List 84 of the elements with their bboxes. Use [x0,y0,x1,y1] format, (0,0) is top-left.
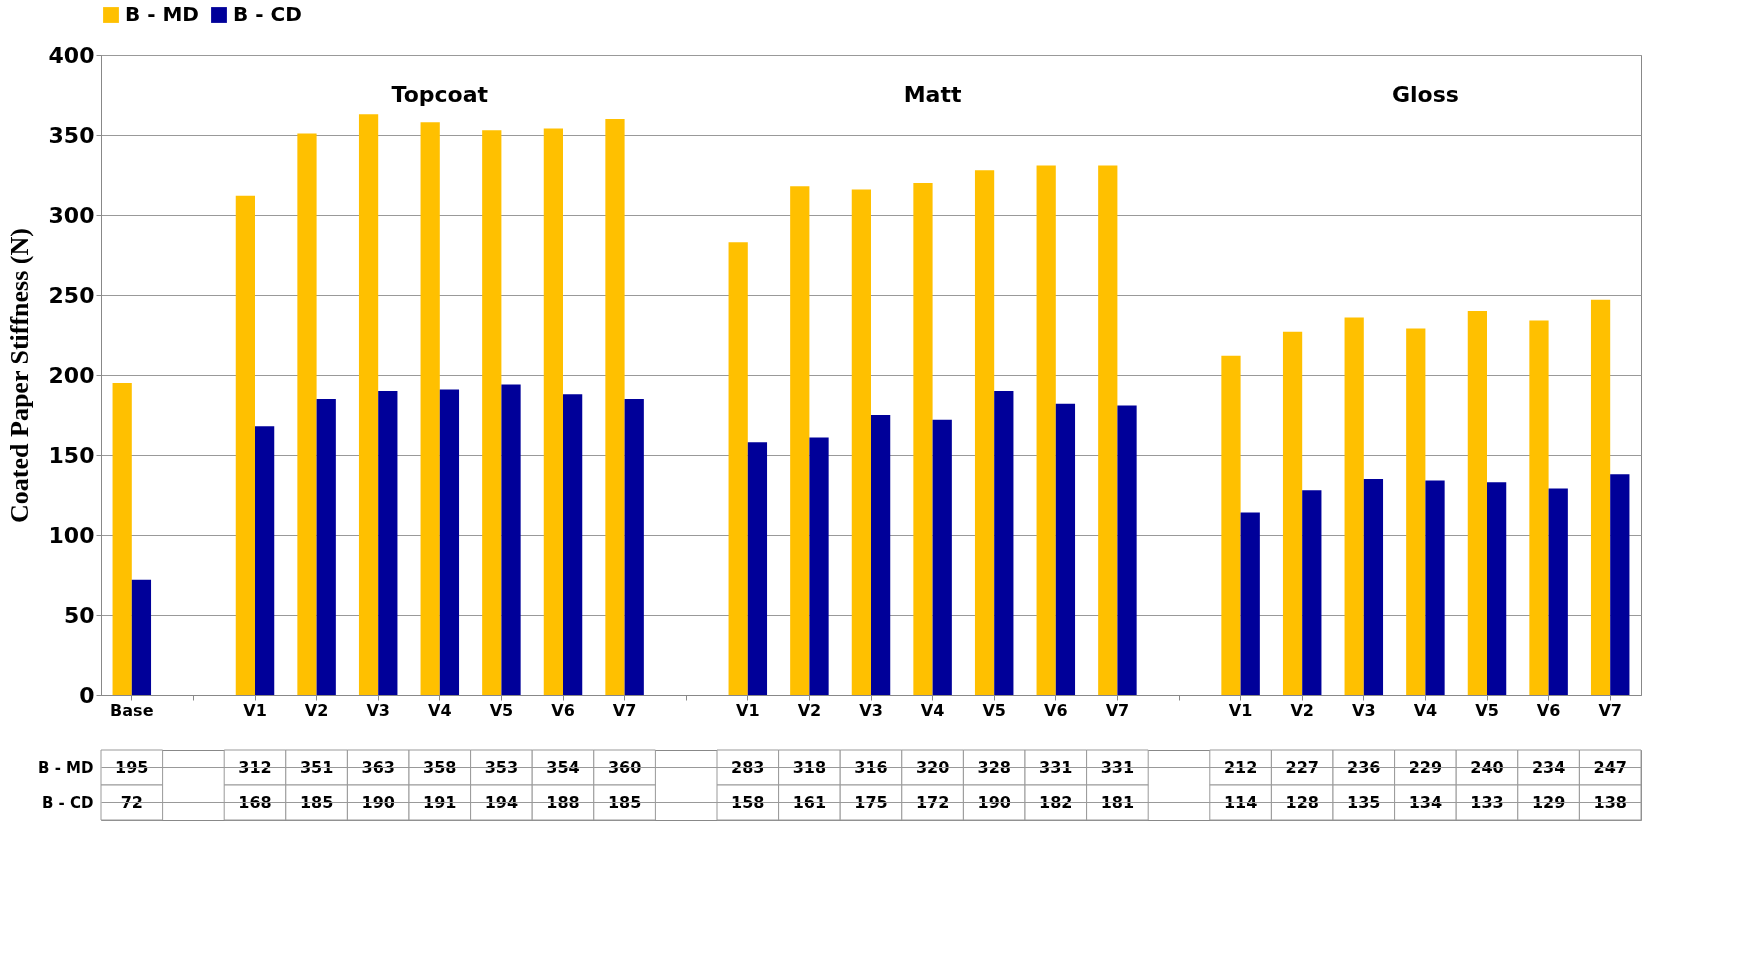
bar [1098,165,1118,695]
bar [1117,405,1137,695]
bar [994,391,1014,695]
x-tick-label: V4 [920,700,945,720]
bar [1302,490,1322,695]
bar [1344,317,1364,695]
x-tick-label: V3 [1352,700,1376,720]
bar [1529,320,1549,695]
text: B - MD [38,758,94,777]
bar [543,128,563,695]
bar [316,399,336,695]
bar [624,399,644,695]
y-tick-label: 0 [79,682,95,708]
bar [1363,479,1384,695]
x-tick-label: V4 [428,700,452,720]
bar [358,114,379,695]
x-tick-label: V1 [736,700,760,720]
x-tick-label: V1 [243,700,267,720]
y-tick-label: 100 [48,522,95,548]
bar [1036,165,1056,695]
annotation: Matt [903,82,962,107]
x-tick-label: V7 [612,700,637,720]
bar [1487,482,1507,695]
bar [605,119,625,695]
bar [932,419,952,695]
bar [482,130,502,695]
bar [809,437,829,695]
bar [1548,488,1568,695]
bar [131,579,152,695]
x-tick-label: V4 [1413,700,1438,720]
bar [1240,512,1260,695]
bar [297,133,317,695]
bar [235,195,255,695]
x-tick-label: V1 [1228,700,1253,720]
y-tick-label: 300 [48,202,95,228]
data-label: 72 [120,792,143,812]
x-tick-label: Base [110,700,154,720]
bar [1055,403,1076,695]
bar [974,170,995,695]
legend-label: B - CD [233,2,302,26]
x-tick-label: V7 [1105,700,1130,720]
x-tick-label: V5 [489,700,514,720]
bar [871,415,891,695]
bar [1406,328,1426,695]
x-tick-label: V6 [551,700,575,720]
bar [255,426,275,695]
text: B - CD [41,793,94,812]
x-tick-label: V3 [859,700,883,720]
bar [851,189,871,695]
bar [1467,311,1487,695]
x-tick-label: V6 [1536,700,1561,720]
bar [378,391,398,695]
bar [1590,299,1611,695]
x-tick-label: V5 [1475,700,1499,720]
bar [747,442,768,695]
y-tick-label: 350 [48,122,95,148]
bar [1282,331,1303,695]
bar [728,242,748,695]
bar [420,122,440,695]
x-tick-label: V2 [797,700,822,720]
y-tick-label: 150 [48,442,95,468]
x-tick-label: V2 [1290,700,1314,720]
bar [913,183,933,695]
y-tick-label: 400 [48,42,95,68]
annotation: Gloss [1391,82,1459,107]
bar [1425,480,1445,695]
x-tick-label: V6 [1044,700,1068,720]
y-tick-label: 250 [48,282,95,308]
x-tick-label: V7 [1598,700,1622,720]
annotation: Topcoat [391,82,489,107]
bar [790,186,810,695]
x-tick-label: V5 [982,700,1006,720]
bar [501,384,521,695]
bar [439,389,460,695]
y-tick-label: 50 [63,602,95,628]
x-tick-label: V3 [366,700,390,720]
legend-label: B - MD [125,2,199,26]
bar [1610,474,1630,695]
y-tick-label: 200 [48,362,95,388]
y-axis-title: Coated Paper Stiffness (N) [4,228,34,523]
bar [563,394,583,695]
bar [112,383,132,695]
x-tick-label: V2 [304,700,329,720]
bar [1221,355,1241,695]
